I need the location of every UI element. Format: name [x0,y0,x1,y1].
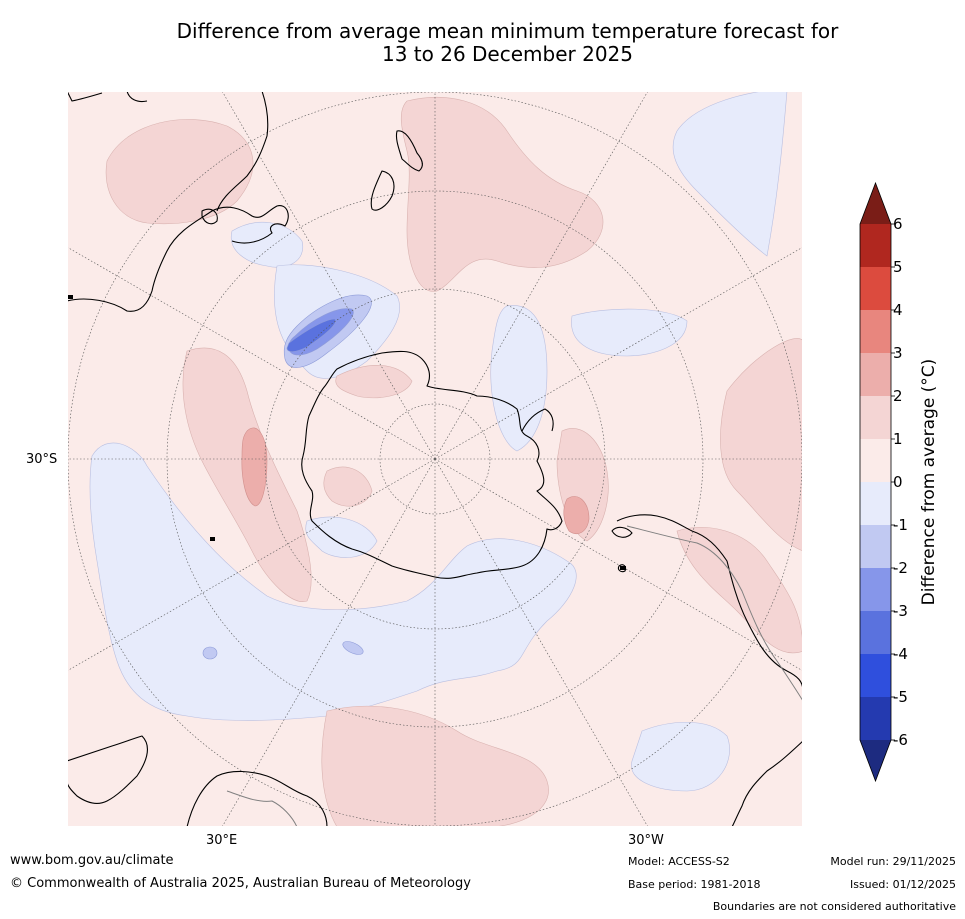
cool-region-northeast [672,91,788,257]
footer-model: Model: ACCESS-S2 [628,855,730,868]
coast-falklands [617,564,627,573]
colorbar-tick-label: 0 [893,473,903,491]
colorbar-ticks: 6 5 4 3 2 1 0 -1 -2 -3 -4 -5 -6 [891,215,908,749]
strong-cool-anomaly-areas [202,294,372,660]
warm-anomaly-areas [105,96,803,827]
colorbar: 6 5 4 3 2 1 0 -1 -2 -3 -4 -5 -6 Difference from aver… [859,181,939,783]
colorbar-bin [860,611,891,654]
footer-disclaimer: Boundaries are not considered authoritat… [712,900,956,913]
title-line-1: Difference from average mean minimum tem… [176,19,839,43]
meridian-300 [434,458,803,672]
island-macquarie [67,295,73,299]
footer-copyright: © Commonwealth of Australia 2025, Austra… [10,876,471,891]
warm-region-south-indian [321,705,549,827]
strong-warm-drake [563,496,590,534]
footer-issued: Issued: 01/12/2025 [849,878,956,891]
title-line-2: 13 to 26 December 2025 [381,42,633,66]
meridian-60 [67,458,436,672]
cool-region-drake [490,305,548,452]
parallel-45s [166,190,704,728]
parallel-60s [264,288,606,630]
coast-south-america [616,514,803,827]
colorbar-bin [860,439,891,482]
cool-region-south-atlantic [631,721,730,792]
colorbar-bin [860,396,891,439]
boundaries [226,525,803,827]
colorbar-bins [859,181,892,783]
coast-new-zealand-south [370,170,395,211]
colorbar-bin [860,482,891,525]
colorbar-extend-max [860,183,891,224]
coastlines [67,91,803,827]
colorbar-tick-label: 5 [893,258,903,276]
colorbar-tick-label: -1 [893,516,908,534]
colorbar-extend-min [860,740,891,781]
cool-region-pacific-east [571,308,688,357]
warm-region-antarctic-coast [335,365,413,399]
meridian-30 [221,458,436,827]
colorbar-tick-label: 4 [893,301,903,319]
boundary-southern-africa [226,790,298,827]
footer-base-period: Base period: 1981-2018 [628,878,761,891]
colorbar-tick-label: 2 [893,387,903,405]
colorbar-tick-label: -4 [893,645,908,663]
map-frame [67,91,803,827]
cool-spot-south [342,641,364,655]
colorbar-tick-label: 3 [893,344,903,362]
warm-region-tasman [105,119,254,225]
warm-region-south-pacific-north [400,96,604,292]
strong-warm-indian [241,427,268,507]
cool-region-ross-sea [305,516,378,558]
island-south-georgia [620,566,626,570]
colorbar-tick-label: -3 [893,602,908,620]
colorbar-tick-label: -2 [893,559,908,577]
colorbar-bin [860,353,891,396]
footer-model-run: Model run: 29/11/2025 [830,855,956,868]
parallel-75s [379,403,491,515]
colorbar-label: Difference from average (°C) [919,359,939,606]
lon-label-30e: 30°E [206,833,238,848]
map-panel [67,91,803,827]
colorbar-bin [860,568,891,611]
coast-new-zealand-north [395,130,423,172]
strong-warm-anomaly-areas [241,427,590,534]
islands [67,295,626,570]
coast-australia [67,91,289,312]
meridian-240 [434,246,803,460]
coast-antarctica [301,350,563,579]
colorbar-tick-label: -5 [893,688,908,706]
warm-region-pacific-southeast [720,338,803,552]
colorbar-tick-label: -6 [893,731,908,749]
colorbar-bin [860,697,891,740]
cool-spot-indian [202,646,218,660]
meridian-210 [434,91,649,460]
island-kerguelen [210,537,215,541]
chart-title: Difference from average mean minimum tem… [0,20,965,66]
colorbar-bin [860,654,891,697]
lon-label-30w: 30°W [628,833,664,848]
meridian-120 [67,246,436,460]
boundary-chile-argentina [626,525,803,702]
footer-website[interactable]: www.bom.gov.au/climate [10,853,174,868]
lat-label-30s: 30°S [26,452,58,467]
coast-southern-africa [186,770,328,827]
meridian-330 [434,458,649,827]
cool-band-level-3 [286,318,336,352]
meridian-150 [221,91,436,460]
colorbar-bin [860,267,891,310]
colorbar-tick-label: 6 [893,215,903,233]
cool-region-indian-sector [230,221,304,268]
coast-antarctic-peninsula [521,408,554,432]
warm-region-ross-ice [323,466,373,507]
coast-australia-north [67,91,148,103]
colorbar-tick-label: 1 [893,430,903,448]
coast-tierra-del-fuego [611,526,633,538]
coast-africa [67,735,148,805]
colorbar-bin [860,310,891,353]
colorbar-bin [860,525,891,568]
colorbar-bin [860,224,891,267]
coast-tasmania [201,208,218,225]
